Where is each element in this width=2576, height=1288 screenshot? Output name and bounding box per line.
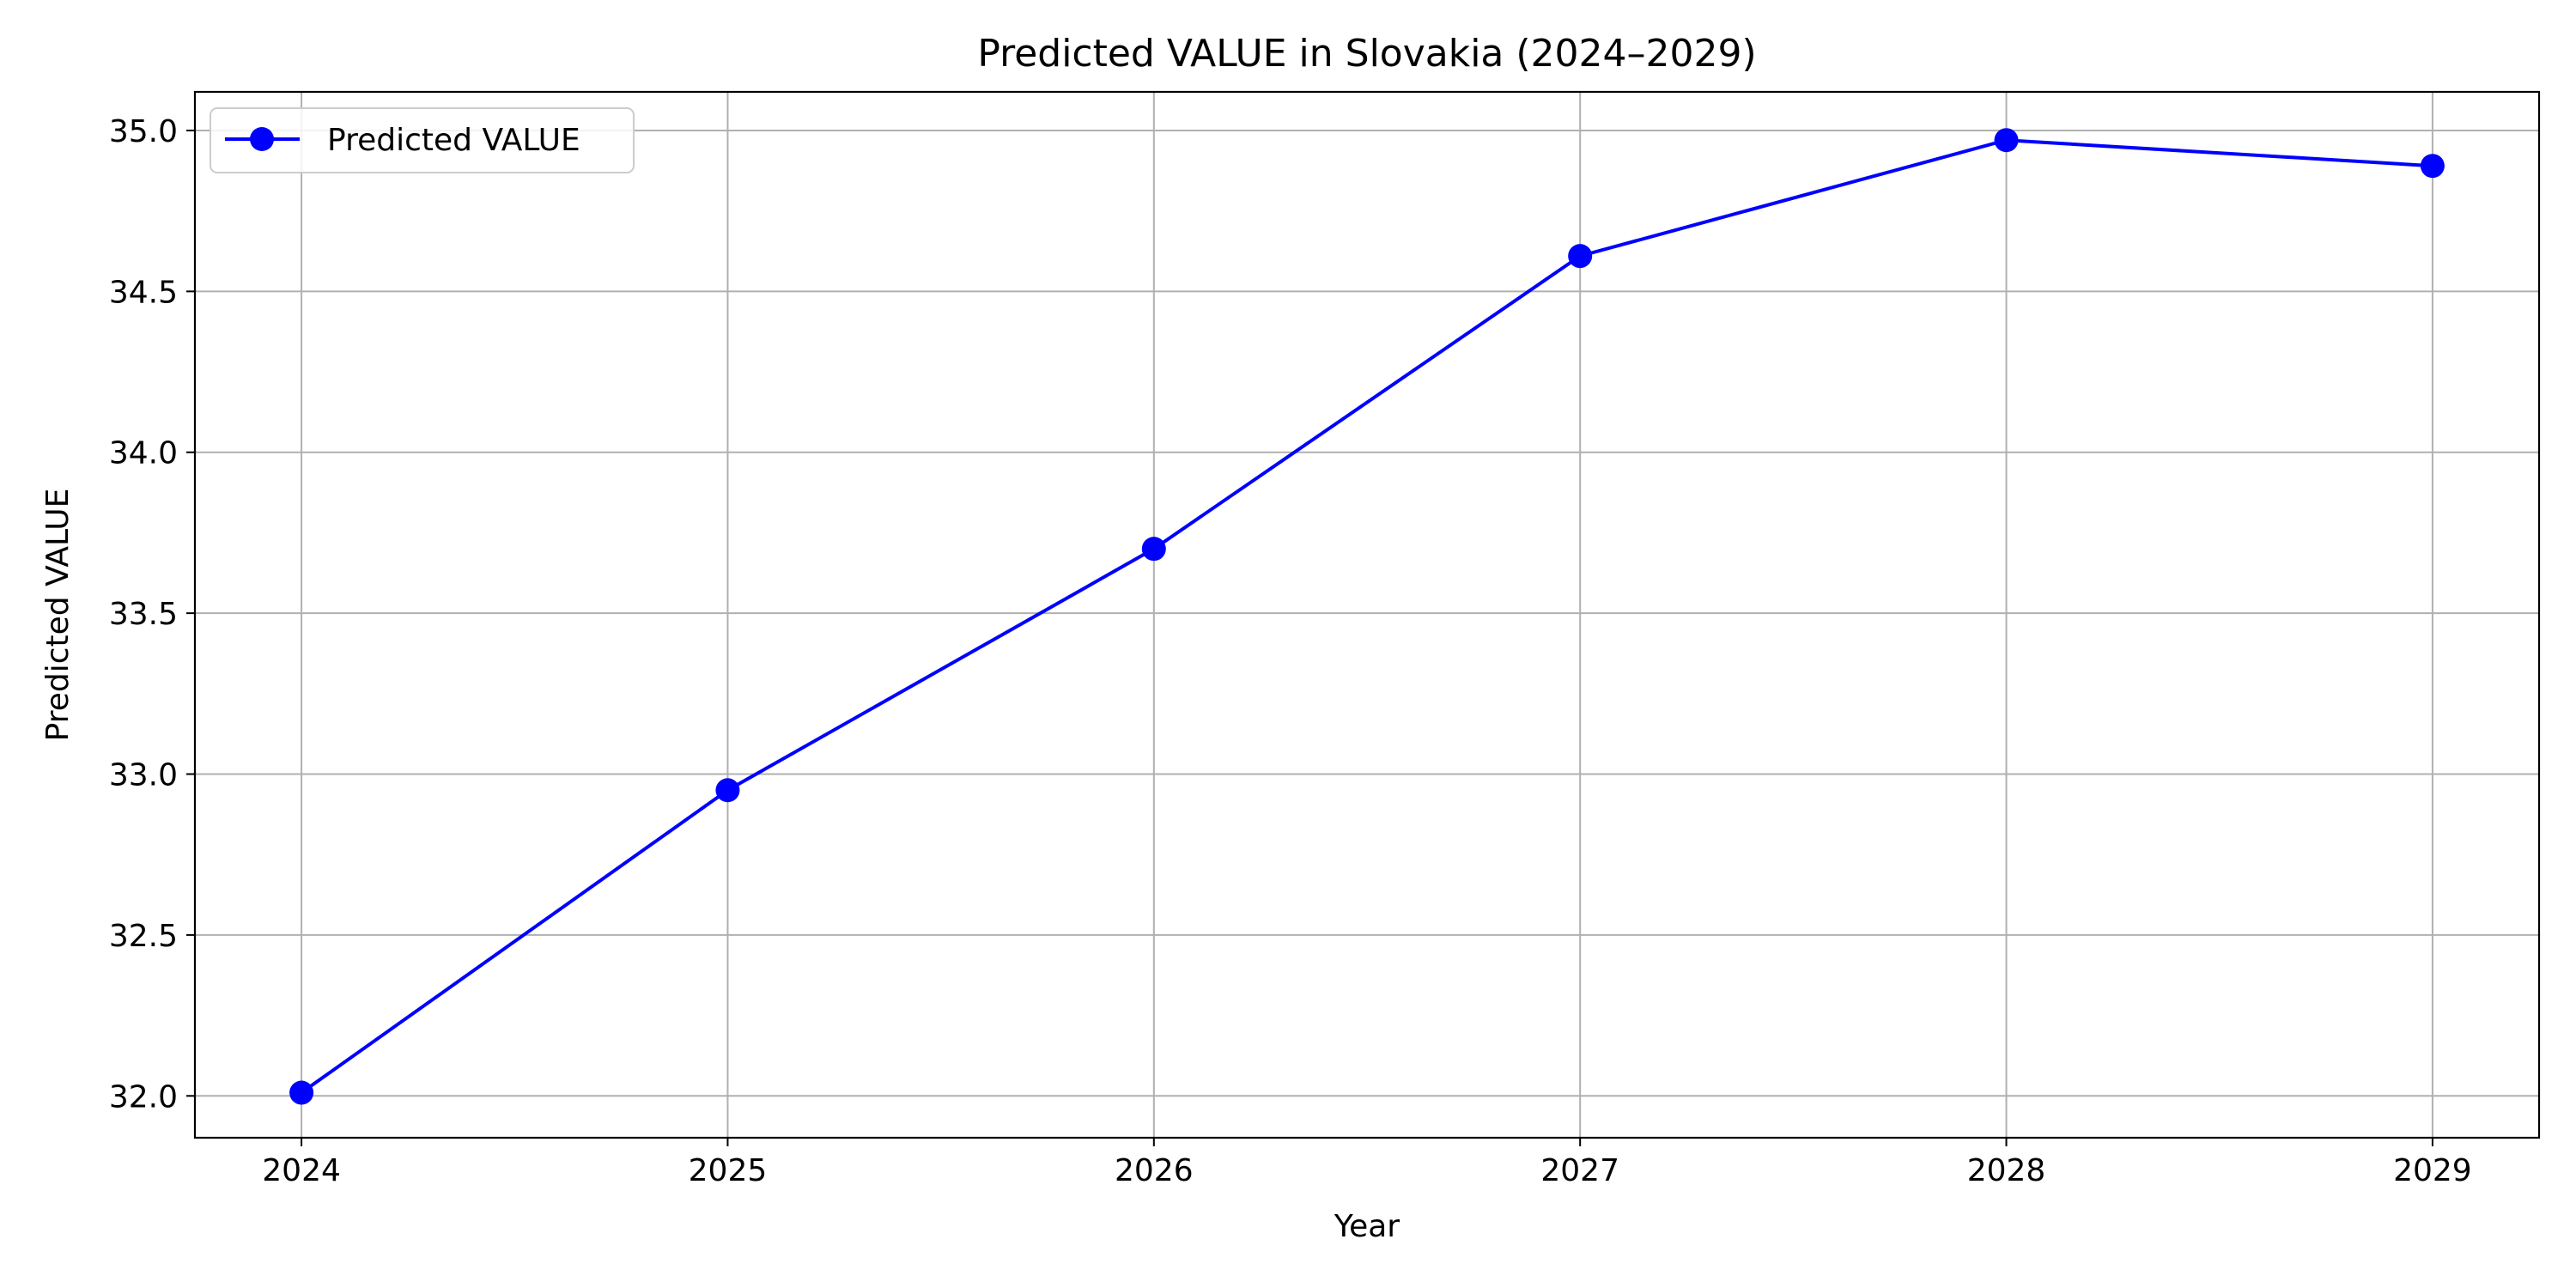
- y-tick-label: 34.0: [109, 436, 178, 471]
- legend: Predicted VALUE: [210, 107, 635, 173]
- y-axis-label: Predicted VALUE: [40, 489, 76, 742]
- gridlines: [195, 92, 2539, 1138]
- legend-box: [210, 107, 635, 173]
- y-tick-label: 32.0: [109, 1079, 178, 1115]
- x-tick-label: 2027: [1540, 1153, 1619, 1188]
- y-tick-label: 33.5: [109, 597, 178, 632]
- data-point-marker: [2420, 154, 2445, 179]
- series-layer: [289, 128, 2445, 1105]
- series-line: [300, 138, 2433, 1095]
- axis-ticks: 2024 2025 2026 2027 2028 2029 32.0 32.5 33.0 33.5…: [109, 114, 2472, 1188]
- plot-area-frame: [193, 90, 2541, 1139]
- x-tick-label: 2024: [262, 1153, 341, 1188]
- data-point-marker: [715, 778, 740, 803]
- x-tick-label: 2028: [1967, 1153, 2046, 1188]
- x-axis-label: Year: [1334, 1209, 1400, 1244]
- data-point-marker: [1141, 537, 1166, 562]
- x-tick-label: 2026: [1115, 1153, 1194, 1188]
- x-tick-label: 2029: [2393, 1153, 2472, 1188]
- chart-title: Predicted VALUE in Slovakia (2024–2029): [977, 32, 1756, 76]
- data-point-marker: [1568, 244, 1593, 269]
- y-tick-label: 32.5: [109, 919, 178, 954]
- y-tick-label: 34.5: [109, 275, 178, 310]
- x-tick-label: 2025: [689, 1153, 768, 1188]
- legend-marker-circle: [250, 127, 274, 151]
- data-point-marker: [1994, 128, 2019, 153]
- y-tick-label: 33.0: [109, 758, 178, 793]
- y-tick-label: 35.0: [109, 114, 178, 149]
- data-point-marker: [289, 1080, 314, 1105]
- legend-label: Predicted VALUE: [327, 123, 580, 158]
